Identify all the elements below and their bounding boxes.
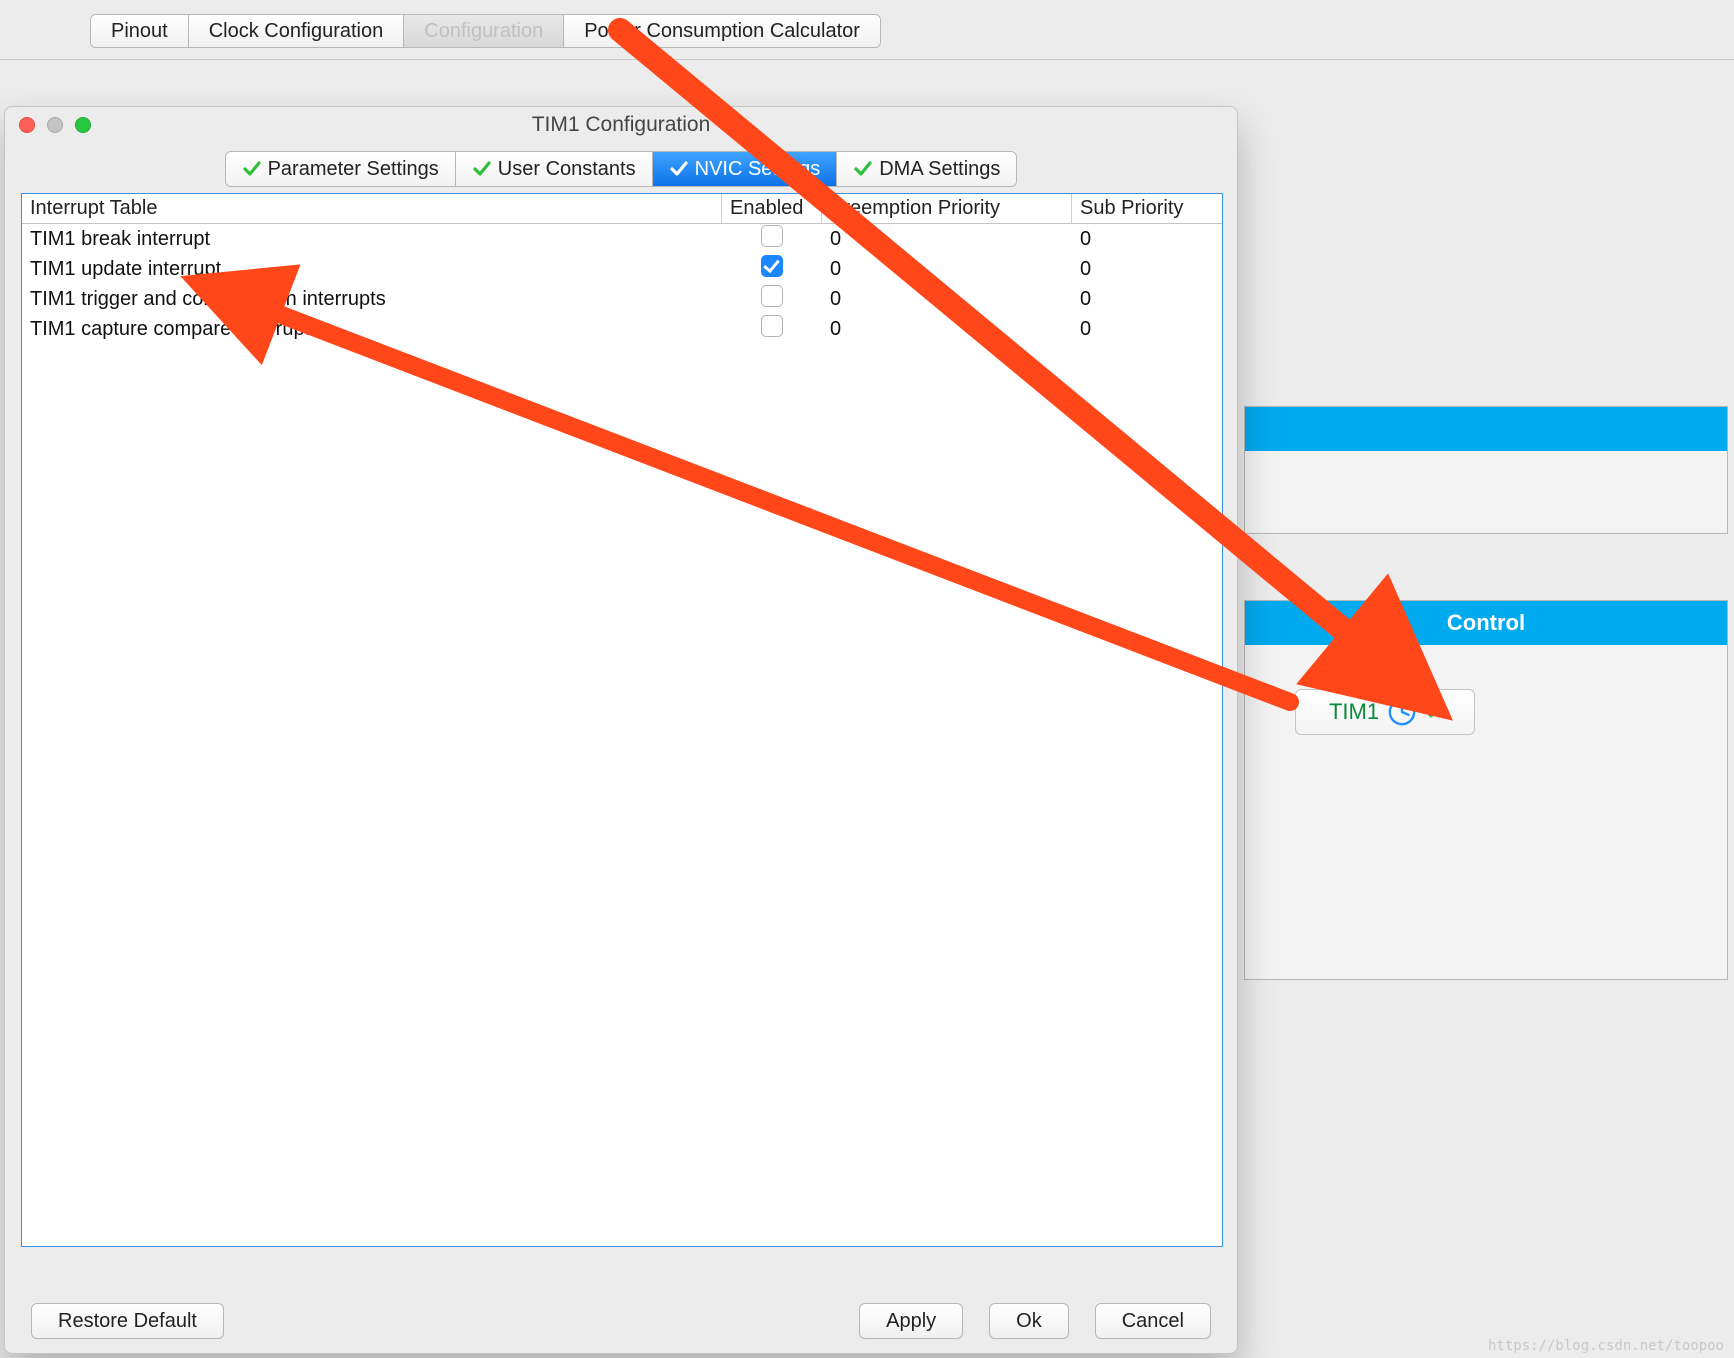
tab-clock-config[interactable]: Clock Configuration (189, 15, 405, 47)
tab-parameter-settings[interactable]: Parameter Settings (226, 152, 456, 186)
tim1-config-window: TIM1 Configuration Parameter Settings Us… (4, 106, 1238, 1354)
check-icon (242, 159, 262, 179)
window-title: TIM1 Configuration (5, 113, 1237, 137)
interrupt-table: Interrupt Table Enabled Preemption Prior… (21, 193, 1223, 1247)
side-panel-upper-title (1245, 407, 1727, 451)
cell-sub-priority: 0 (1072, 228, 1222, 251)
tab-configuration[interactable]: Configuration (404, 15, 564, 47)
side-panel-upper (1244, 406, 1728, 534)
clock-icon (1387, 697, 1417, 727)
tab-pinout[interactable]: Pinout (91, 15, 189, 47)
check-icon (1425, 704, 1441, 720)
check-icon (853, 159, 873, 179)
table-row[interactable]: TIM1 trigger and commutation interrupts 0… (22, 284, 1222, 314)
col-sub-priority[interactable]: Sub Priority (1072, 194, 1222, 223)
enabled-checkbox[interactable] (761, 315, 783, 337)
cell-preemption: 0 (822, 228, 1072, 251)
cell-sub-priority: 0 (1072, 318, 1222, 341)
cell-preemption: 0 (822, 288, 1072, 311)
cell-name: TIM1 trigger and commutation interrupts (22, 288, 722, 311)
cell-sub-priority: 0 (1072, 258, 1222, 281)
cell-sub-priority: 0 (1072, 288, 1222, 311)
apply-button[interactable]: Apply (859, 1303, 963, 1339)
col-preemption[interactable]: Preemption Priority (822, 194, 1072, 223)
table-row[interactable]: TIM1 break interrupt 00 (22, 224, 1222, 254)
cancel-button[interactable]: Cancel (1095, 1303, 1211, 1339)
enabled-checkbox[interactable] (761, 285, 783, 307)
table-row[interactable]: TIM1 capture compare interrupt 00 (22, 314, 1222, 344)
dialog-buttons: Restore Default Apply Ok Cancel (5, 1303, 1237, 1339)
table-row[interactable]: TIM1 update interrupt 00 (22, 254, 1222, 284)
side-panel-control-body: TIM1 (1245, 645, 1727, 979)
main-tabs: Pinout Clock Configuration Configuration… (90, 14, 881, 48)
side-panel-control-title: Control (1245, 601, 1727, 645)
tab-label: User Constants (498, 152, 636, 186)
table-body: TIM1 break interrupt00TIM1 update interr… (22, 224, 1222, 344)
enabled-checkbox[interactable] (761, 225, 783, 247)
enabled-checkbox[interactable] (761, 255, 783, 277)
check-icon (669, 159, 689, 179)
tim1-button[interactable]: TIM1 (1295, 689, 1475, 735)
tim1-label: TIM1 (1329, 699, 1379, 725)
side-panel-control: Control TIM1 (1244, 600, 1728, 980)
check-icon (472, 159, 492, 179)
window-titlebar[interactable]: TIM1 Configuration (5, 107, 1237, 143)
tab-label: NVIC Settings (695, 152, 821, 186)
col-interrupt-table[interactable]: Interrupt Table (22, 194, 722, 223)
tab-user-constants[interactable]: User Constants (456, 152, 653, 186)
col-enabled[interactable]: Enabled (722, 194, 822, 223)
tab-nvic-settings[interactable]: NVIC Settings (653, 152, 838, 186)
config-subtabs: Parameter Settings User Constants NVIC S… (225, 151, 1018, 187)
tab-power-calculator[interactable]: Power Consumption Calculator (564, 15, 880, 47)
cell-name: TIM1 break interrupt (22, 228, 722, 251)
tab-dma-settings[interactable]: DMA Settings (837, 152, 1016, 186)
cell-preemption: 0 (822, 258, 1072, 281)
restore-default-button[interactable]: Restore Default (31, 1303, 224, 1339)
tab-label: Parameter Settings (268, 152, 439, 186)
watermark: https://blog.csdn.net/toopoo (1488, 1338, 1724, 1354)
tab-label: DMA Settings (879, 152, 1000, 186)
ok-button[interactable]: Ok (989, 1303, 1069, 1339)
cell-name: TIM1 capture compare interrupt (22, 318, 722, 341)
side-panel-upper-body (1245, 451, 1727, 533)
main-tabs-bar: Pinout Clock Configuration Configuration… (0, 0, 1734, 60)
cell-name: TIM1 update interrupt (22, 258, 722, 281)
cell-preemption: 0 (822, 318, 1072, 341)
table-header-row: Interrupt Table Enabled Preemption Prior… (22, 194, 1222, 224)
